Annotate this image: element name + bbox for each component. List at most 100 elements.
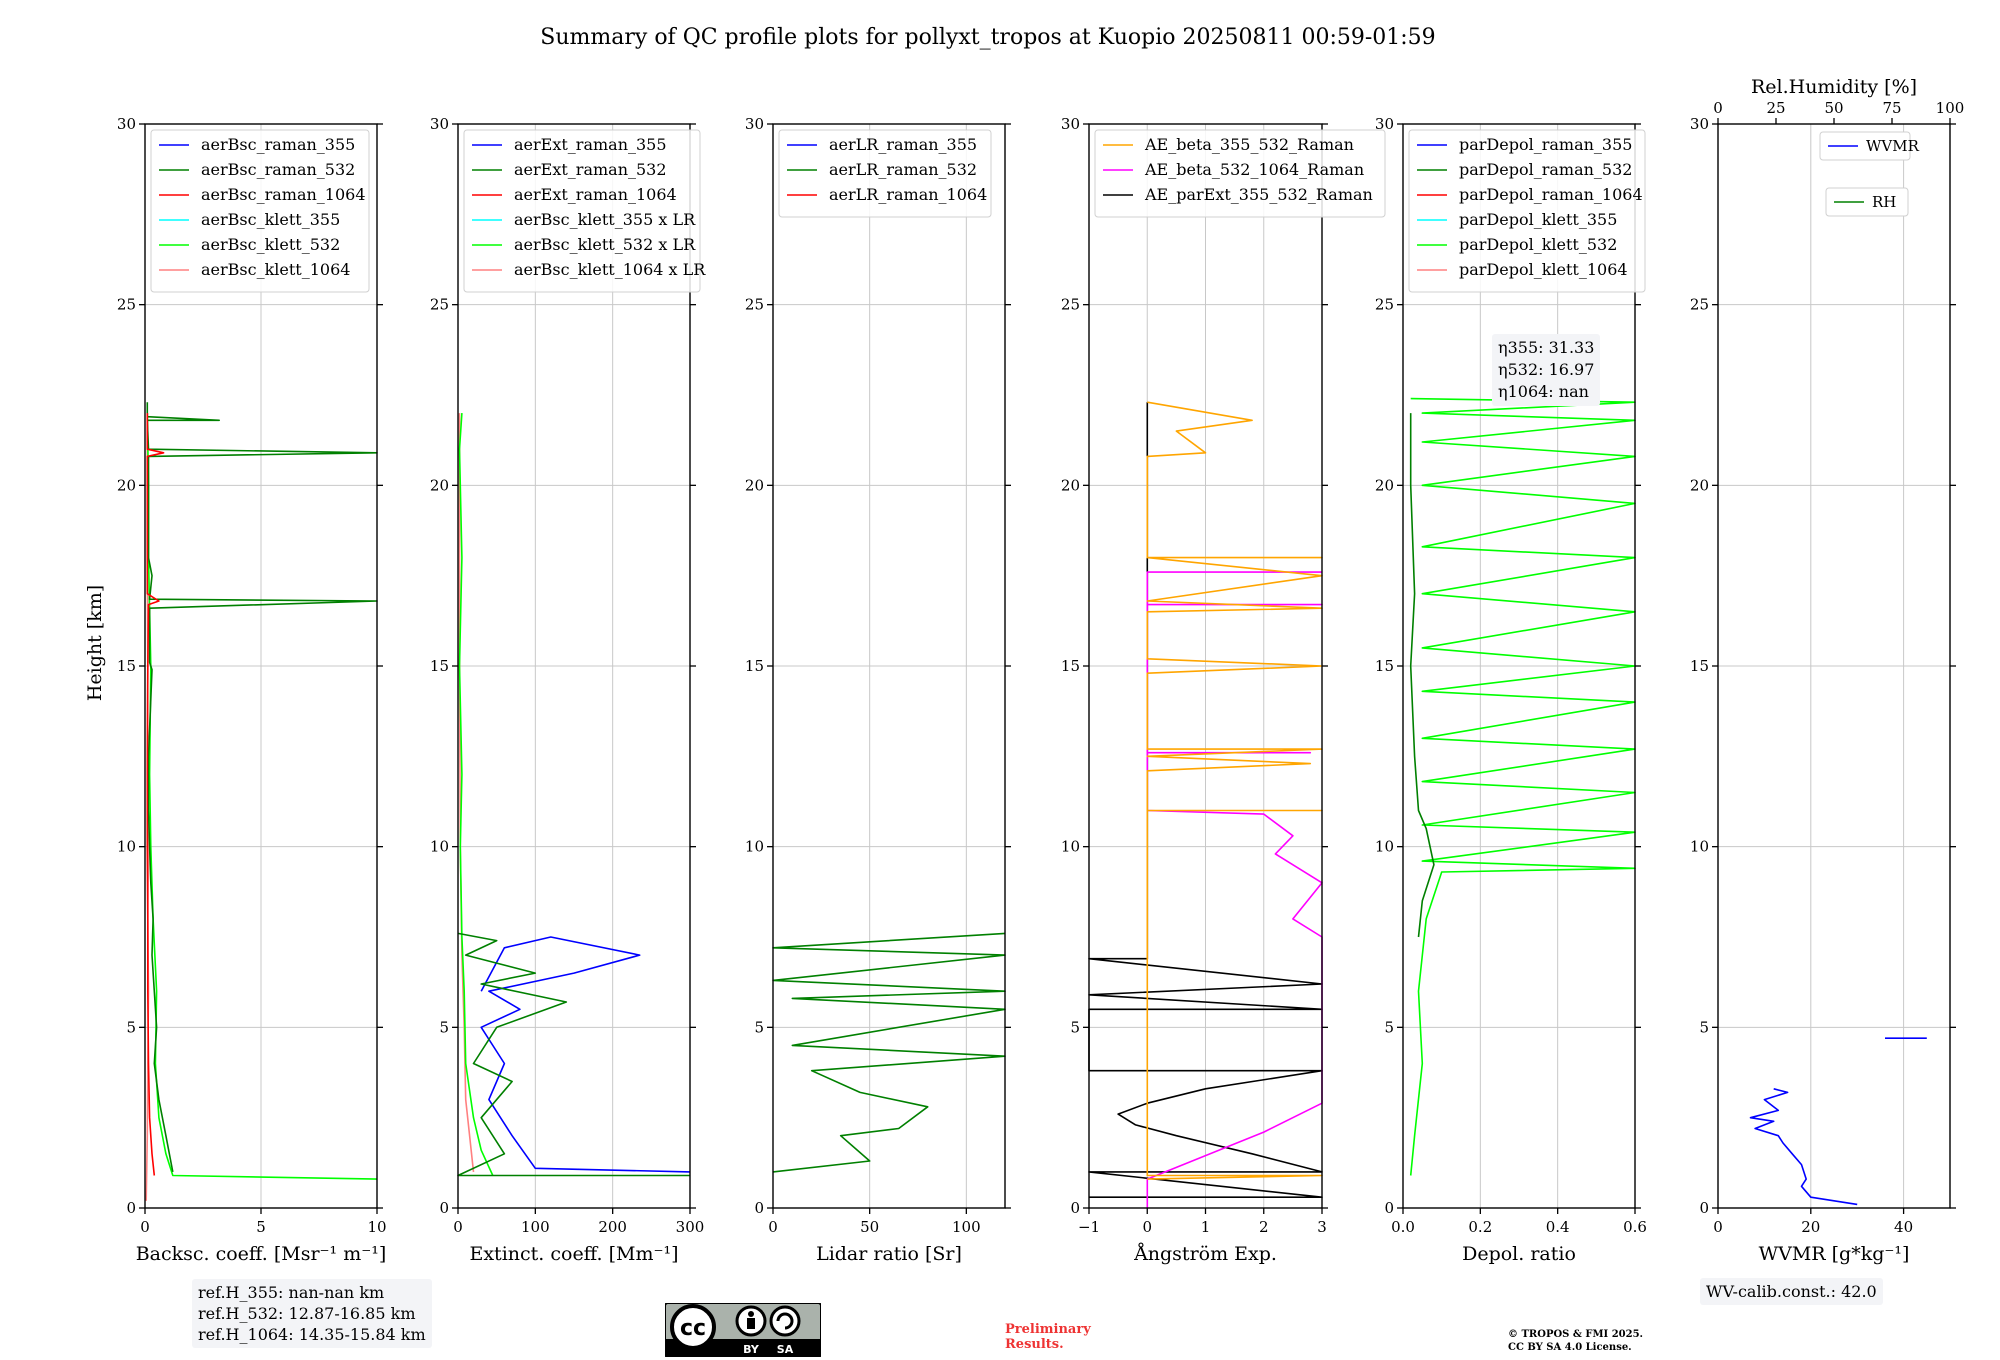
x-tick-label: 0.0: [1391, 1218, 1415, 1236]
x-tick-label: 0: [768, 1218, 778, 1236]
series-AE_beta_355_532_Raman: [1146, 401, 1323, 1180]
series-parDepol_raman_532: [1409, 413, 1435, 938]
y-tick-label: 20: [1375, 476, 1394, 494]
legend-label: parDepol_klett_355: [1459, 210, 1617, 229]
top-x-tick-label: 25: [1766, 99, 1785, 117]
legend-label: parDepol_raman_532: [1459, 160, 1632, 179]
series-aerLR_raman_532: [772, 932, 1006, 1173]
panel-lidar_ratio: 0 5 10 15 20 25 30 0 50 100 Lidar ratio [Sr] aerLR_…: [745, 115, 1011, 1265]
series-aerExt_raman_355: [480, 936, 691, 1173]
legend-box: [1825, 187, 1909, 217]
wv-calibration-constant: WV-calib.const.: 42.0: [1706, 1282, 1877, 1301]
legend-box: [1094, 129, 1386, 218]
y-tick-label: 0: [754, 1199, 764, 1217]
y-tick-label: 5: [1384, 1018, 1394, 1036]
y-tick-label: 25: [1061, 296, 1080, 314]
y-tick-label: 30: [1061, 115, 1080, 133]
legend-label: parDepol_klett_532: [1459, 235, 1617, 254]
y-tick-label: 25: [430, 296, 449, 314]
y-tick-label: 10: [430, 838, 449, 856]
series-aerExt_raman_532: [457, 932, 690, 1177]
legend-label: RH: [1872, 193, 1896, 211]
x-tick-label: 2: [1259, 1218, 1269, 1236]
x-tick-label: 200: [598, 1218, 627, 1236]
x-tick-label: 20: [1801, 1218, 1820, 1236]
figure-title: Summary of QC profile plots for pollyxt_…: [540, 25, 1435, 50]
x-tick-label: −1: [1078, 1218, 1100, 1236]
legend-box: [778, 129, 992, 218]
y-tick-label: 5: [439, 1018, 449, 1036]
svg-text:cc: cc: [680, 1316, 706, 1341]
ref-height-1064: ref.H_1064: 14.35-15.84 km: [198, 1325, 426, 1344]
panel-backscatter: 0 5 10 15 20 25 30 0 5 10 Backsc. coeff. [Msr⁻¹ m⁻…: [117, 115, 387, 1265]
y-tick-label: 15: [430, 657, 449, 675]
y-tick-label: 15: [117, 657, 136, 675]
y-tick-label: 25: [117, 296, 136, 314]
y-tick-label: 0: [126, 1199, 136, 1217]
legend-label: aerBsc_klett_355: [201, 210, 340, 229]
y-axis-label: Height [km]: [84, 585, 106, 701]
y-tick-label: 0: [439, 1199, 449, 1217]
y-tick-label: 5: [1070, 1018, 1080, 1036]
series-aerBsc_klett_532: [146, 413, 378, 1180]
panel-depol: 0 5 10 15 20 25 30 0.0 0.2 0.4 0.6 Depol. ratio parD…: [1375, 115, 1647, 1265]
legend-label: parDepol_raman_1064: [1459, 185, 1643, 204]
legend-label: aerBsc_klett_532 x LR: [514, 235, 696, 254]
legend-label: aerExt_raman_1064: [514, 185, 677, 204]
legend-box: [1819, 131, 1911, 161]
y-tick-label: 30: [745, 115, 764, 133]
y-tick-label: 10: [1690, 838, 1709, 856]
y-tick-label: 30: [430, 115, 449, 133]
legend-label: aerExt_raman_355: [514, 135, 667, 154]
x-tick-label: 50: [860, 1218, 879, 1236]
legend-label: parDepol_klett_1064: [1459, 260, 1628, 279]
top-x-axis-label: Rel.Humidity [%]: [1751, 76, 1917, 98]
y-tick-label: 15: [745, 657, 764, 675]
legend-label: aerBsc_klett_1064 x LR: [514, 260, 706, 279]
y-tick-label: 15: [1061, 657, 1080, 675]
series-aerBsc_raman_532: [146, 402, 378, 1173]
legend-label: aerBsc_raman_1064: [201, 185, 366, 204]
copyright-line-1: © TROPOS & FMI 2025.: [1508, 1329, 1644, 1340]
legend-label: aerLR_raman_1064: [829, 185, 987, 204]
legend-box: [463, 129, 701, 293]
x-tick-label: 100: [521, 1218, 550, 1236]
x-tick-label: 0: [453, 1218, 463, 1236]
legend-label: WVMR: [1866, 137, 1920, 155]
top-x-tick-label: 100: [1936, 99, 1965, 117]
legend-label: aerBsc_klett_355 x LR: [514, 210, 696, 229]
x-tick-label: 10: [367, 1218, 386, 1236]
preliminary-results-note: Preliminary Results.: [1005, 1322, 1091, 1352]
wv-calibration-box: WV-calib.const.: 42.0: [1700, 1278, 1883, 1305]
y-tick-label: 25: [745, 296, 764, 314]
eta-1064: η1064: nan: [1498, 382, 1589, 401]
cc-by-sa-logo: cc BY SA: [665, 1303, 821, 1357]
x-axis-label: Ångström Exp.: [1133, 1243, 1277, 1265]
series-parDepol_klett_532: [1409, 397, 1636, 1176]
y-tick-label: 5: [754, 1018, 764, 1036]
x-tick-label: 100: [952, 1218, 981, 1236]
eta-532: η532: 16.97: [1498, 360, 1595, 379]
legend-label: AE_beta_355_532_Raman: [1144, 135, 1354, 154]
y-tick-label: 20: [1061, 476, 1080, 494]
x-axis-label: Depol. ratio: [1462, 1243, 1576, 1265]
preliminary-line-1: Preliminary: [1005, 1322, 1091, 1337]
legend-label: aerBsc_raman_532: [201, 160, 355, 179]
x-tick-label: 0.2: [1468, 1218, 1492, 1236]
legend-label: aerExt_raman_532: [514, 160, 667, 179]
y-tick-label: 5: [126, 1018, 136, 1036]
top-x-tick-label: 0: [1713, 99, 1723, 117]
y-tick-label: 5: [1699, 1018, 1709, 1036]
preliminary-line-2: Results.: [1005, 1337, 1064, 1352]
series-aerBsc_raman_1064: [146, 413, 165, 1176]
y-tick-label: 10: [745, 838, 764, 856]
x-axis-label: Extinct. coeff. [Mm⁻¹]: [469, 1243, 678, 1265]
y-tick-label: 0: [1699, 1199, 1709, 1217]
x-tick-label: 40: [1894, 1218, 1913, 1236]
y-tick-label: 20: [1690, 476, 1709, 494]
legend-box: [150, 129, 370, 293]
y-tick-label: 0: [1070, 1199, 1080, 1217]
